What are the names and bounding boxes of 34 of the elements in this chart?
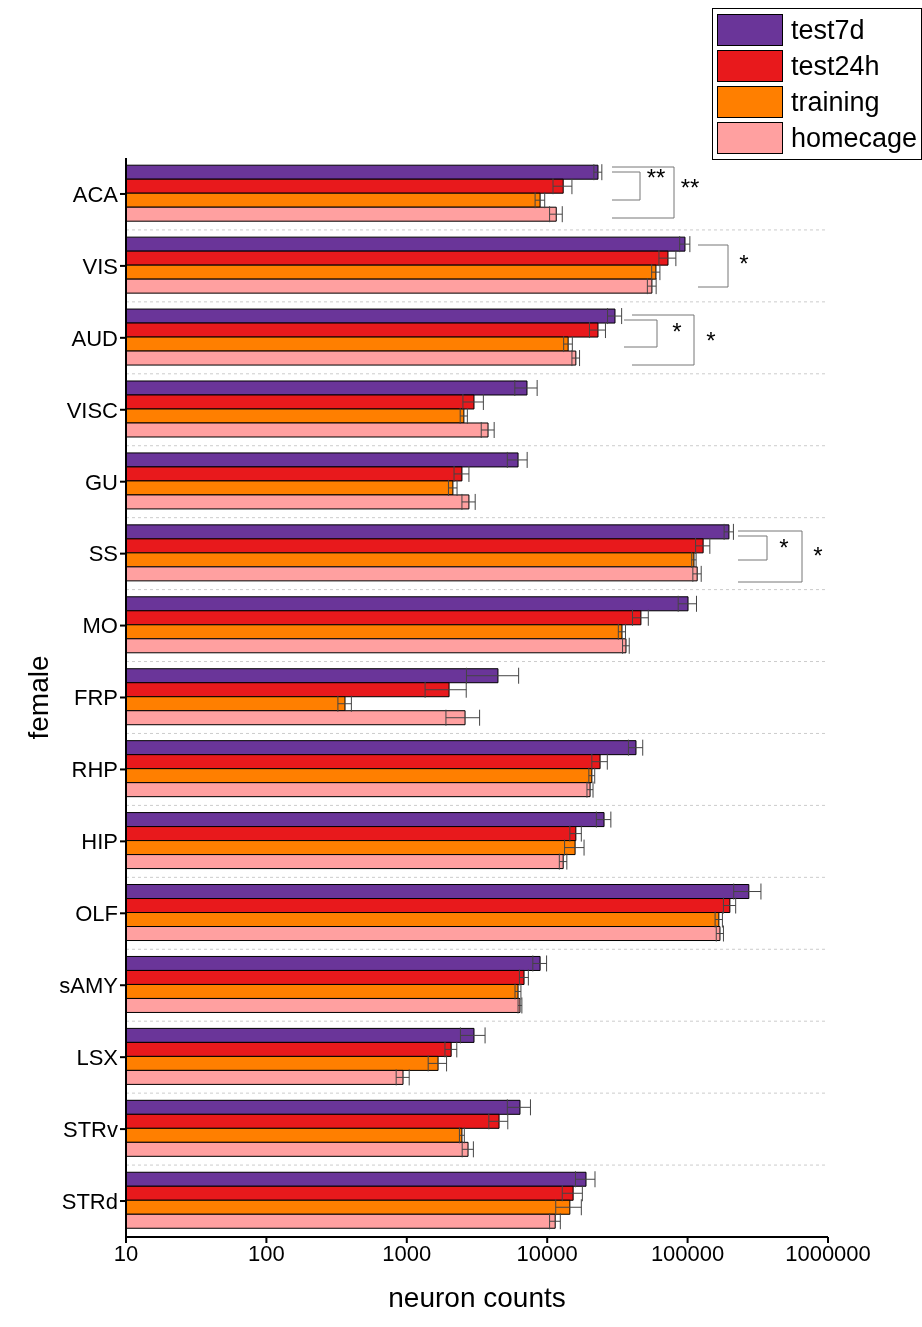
x-tick-label: 10 (113, 1240, 139, 1266)
annotation: ** (646, 164, 666, 191)
x-axis-title: neuron counts (388, 1282, 566, 1313)
y-tick-label: sAMY (59, 973, 119, 999)
annotation: * (779, 534, 789, 561)
legend-label: test24h (790, 50, 880, 82)
annotation: * (706, 327, 716, 354)
annotation: * (672, 318, 682, 345)
y-tick-label: ACA (72, 181, 119, 207)
legend-label: homecage (790, 122, 917, 154)
x-tick-label: 100 (248, 1240, 285, 1266)
legend-label: training (790, 86, 880, 118)
annotation: * (813, 542, 823, 569)
annotation: ** (680, 174, 700, 201)
y-tick-label: VIS (82, 253, 118, 279)
y-tick-label: FRP (74, 685, 118, 711)
y-tick-label: STRv (63, 1116, 118, 1142)
y-tick-label: LSX (76, 1044, 119, 1070)
annotation: * (739, 250, 749, 277)
x-tick-label: 10000 (516, 1240, 578, 1266)
legend-label: test7d (790, 14, 865, 46)
y-tick-label: VISC (66, 397, 119, 423)
y-tick-label: SS (88, 541, 118, 567)
y-tick-label: AUD (71, 325, 118, 351)
y-tick-label: STRd (61, 1188, 118, 1214)
y-tick-label: RHP (71, 757, 118, 783)
y-tick-label: HIP (81, 829, 118, 855)
x-tick-label: 1000000 (785, 1240, 871, 1266)
y-tick-label: GU (85, 469, 118, 495)
x-tick-label: 100000 (650, 1240, 725, 1266)
y-tick-label: OLF (75, 901, 118, 927)
y-tick-label: MO (82, 613, 118, 639)
x-tick-label: 1000 (382, 1240, 432, 1266)
y-axis-title: female (22, 655, 54, 740)
